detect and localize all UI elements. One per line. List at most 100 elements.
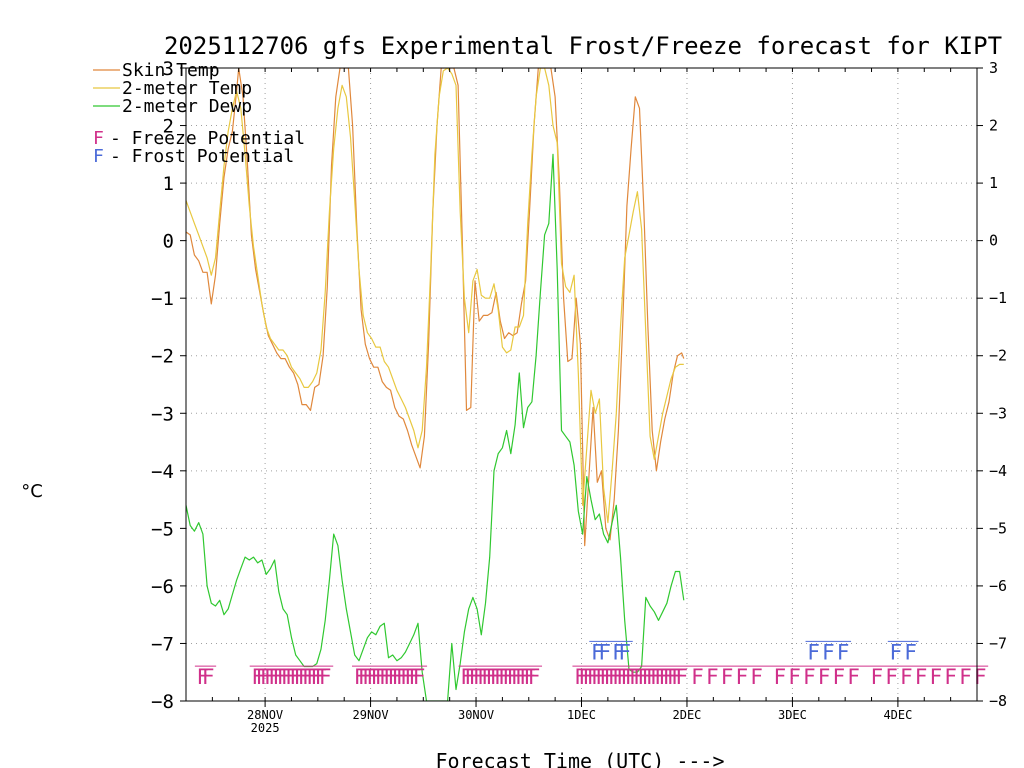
- freeze-mark: F: [486, 665, 499, 689]
- freeze-mark: F: [650, 665, 663, 689]
- potential-legend-glyph: F: [93, 128, 104, 149]
- frost-marks: FF FF F F F F F: [589, 640, 919, 664]
- freeze-mark: F: [625, 665, 638, 689]
- frost-mark: F: [822, 640, 835, 664]
- freeze-mark: F: [358, 665, 371, 689]
- freeze-mark: F: [959, 665, 972, 689]
- y-tick-label-left: −5: [151, 518, 174, 540]
- freeze-mark: F: [930, 665, 943, 689]
- x-axis-label: Forecast Time (UTC) --->: [436, 749, 725, 768]
- freeze-mark: F: [354, 665, 367, 689]
- freeze-mark: F: [260, 665, 273, 689]
- freeze-mark: F: [285, 665, 298, 689]
- y-tick-label-right: −1: [989, 289, 1007, 307]
- series-line-2-meter-dewp: [186, 153, 685, 701]
- freeze-mark: F: [310, 665, 323, 689]
- freeze-mark: F: [658, 665, 671, 689]
- freeze-mark: F: [362, 665, 375, 689]
- freeze-mark: F: [587, 665, 600, 689]
- freeze-mark: F: [511, 665, 524, 689]
- y-tick-label-right: 1: [989, 174, 998, 192]
- frost-mark: F: [591, 640, 604, 664]
- freeze-mark: F: [646, 665, 659, 689]
- y-tick-label-left: −6: [151, 576, 174, 598]
- y-tick-label-right: 2: [989, 117, 998, 135]
- y-tick-label-right: −8: [989, 692, 1007, 710]
- legend-label: 2-meter Dewp: [122, 96, 252, 117]
- x-tick-label: 28NOV: [247, 708, 283, 722]
- y-tick-label-left: −4: [151, 461, 174, 483]
- frost-mark: F: [904, 640, 917, 664]
- x-tick-label: 3DEC: [778, 708, 807, 722]
- freeze-mark: F: [289, 665, 302, 689]
- y-tick-label-right: −3: [989, 404, 1007, 422]
- chart-title: 2025112706 gfs Experimental Frost/Freeze…: [164, 32, 1002, 60]
- freeze-mark: F: [515, 665, 528, 689]
- freeze-mark: F: [788, 665, 801, 689]
- freeze-mark: F: [915, 665, 928, 689]
- freeze-mark: F: [477, 665, 490, 689]
- legend-label: Skin Temp: [122, 60, 220, 81]
- freeze-mark: F: [387, 665, 400, 689]
- freeze-mark: F: [671, 665, 684, 689]
- freeze-mark: F: [621, 665, 634, 689]
- freeze-mark: F: [383, 665, 396, 689]
- freeze-mark: F: [773, 665, 786, 689]
- freeze-mark: F: [197, 665, 210, 689]
- freeze-mark: F: [608, 665, 621, 689]
- freeze-mark: F: [294, 665, 307, 689]
- freeze-mark: F: [396, 665, 409, 689]
- freeze-mark: F: [591, 665, 604, 689]
- freeze-mark: F: [473, 665, 486, 689]
- legend-label: 2-meter Temp: [122, 78, 252, 99]
- series-layer: [186, 68, 685, 701]
- freeze-mark: F: [900, 665, 913, 689]
- freeze-mark: F: [302, 665, 315, 689]
- potential-legend-label: - Freeze Potential: [110, 128, 305, 149]
- freeze-mark: F: [528, 665, 541, 689]
- frost-mark: F: [598, 640, 611, 664]
- freeze-mark: F: [735, 665, 748, 689]
- freeze-mark: F: [885, 665, 898, 689]
- axes-layer: −8 −8 −7 −7 −6 −6 −5 −5 −4 −4 −3 −3 −2 −2 −1 −1 0 0 1 1 2 2 3 3…: [151, 58, 1007, 735]
- freeze-mark: F: [599, 665, 612, 689]
- freeze-mark: F: [691, 665, 704, 689]
- freeze-mark: F: [490, 665, 503, 689]
- y-tick-label-right: 0: [989, 232, 998, 250]
- y-tick-label-left: −1: [151, 288, 174, 310]
- y-axis-label: °C: [21, 481, 43, 502]
- freeze-mark: F: [400, 665, 413, 689]
- freeze-mark: F: [392, 665, 405, 689]
- x-tick-label: 30NOV: [458, 708, 494, 722]
- freeze-mark: F: [604, 665, 617, 689]
- freeze-mark: F: [409, 665, 422, 689]
- freeze-mark: F: [595, 665, 608, 689]
- freeze-mark: F: [519, 665, 532, 689]
- freeze-mark: F: [404, 665, 417, 689]
- freeze-mark: F: [375, 665, 388, 689]
- freeze-mark: F: [315, 665, 328, 689]
- freeze-mark: F: [616, 665, 629, 689]
- frost-mark: F: [612, 640, 625, 664]
- frost-mark: F: [618, 640, 631, 664]
- freeze-mark: F: [574, 665, 587, 689]
- y-tick-label-left: −8: [151, 691, 174, 713]
- x-tick-label: 29NOV: [353, 708, 389, 722]
- freeze-mark: F: [256, 665, 269, 689]
- freeze-mark: F: [944, 665, 957, 689]
- y-tick-label-right: −6: [989, 577, 1007, 595]
- freeze-mark: F: [870, 665, 883, 689]
- freeze-mark: F: [667, 665, 680, 689]
- freeze-mark: F: [523, 665, 536, 689]
- y-tick-label-right: −5: [989, 519, 1007, 537]
- freeze-mark: F: [264, 665, 277, 689]
- freeze-mark: F: [675, 665, 688, 689]
- freeze-mark: F: [306, 665, 319, 689]
- freeze-mark: F: [277, 665, 290, 689]
- freeze-mark: F: [750, 665, 763, 689]
- freeze-mark: F: [413, 665, 426, 689]
- freeze-mark: F: [481, 665, 494, 689]
